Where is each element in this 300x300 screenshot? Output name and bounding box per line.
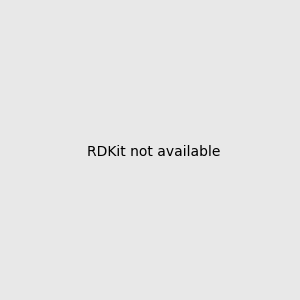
Text: RDKit not available: RDKit not available xyxy=(87,145,220,158)
